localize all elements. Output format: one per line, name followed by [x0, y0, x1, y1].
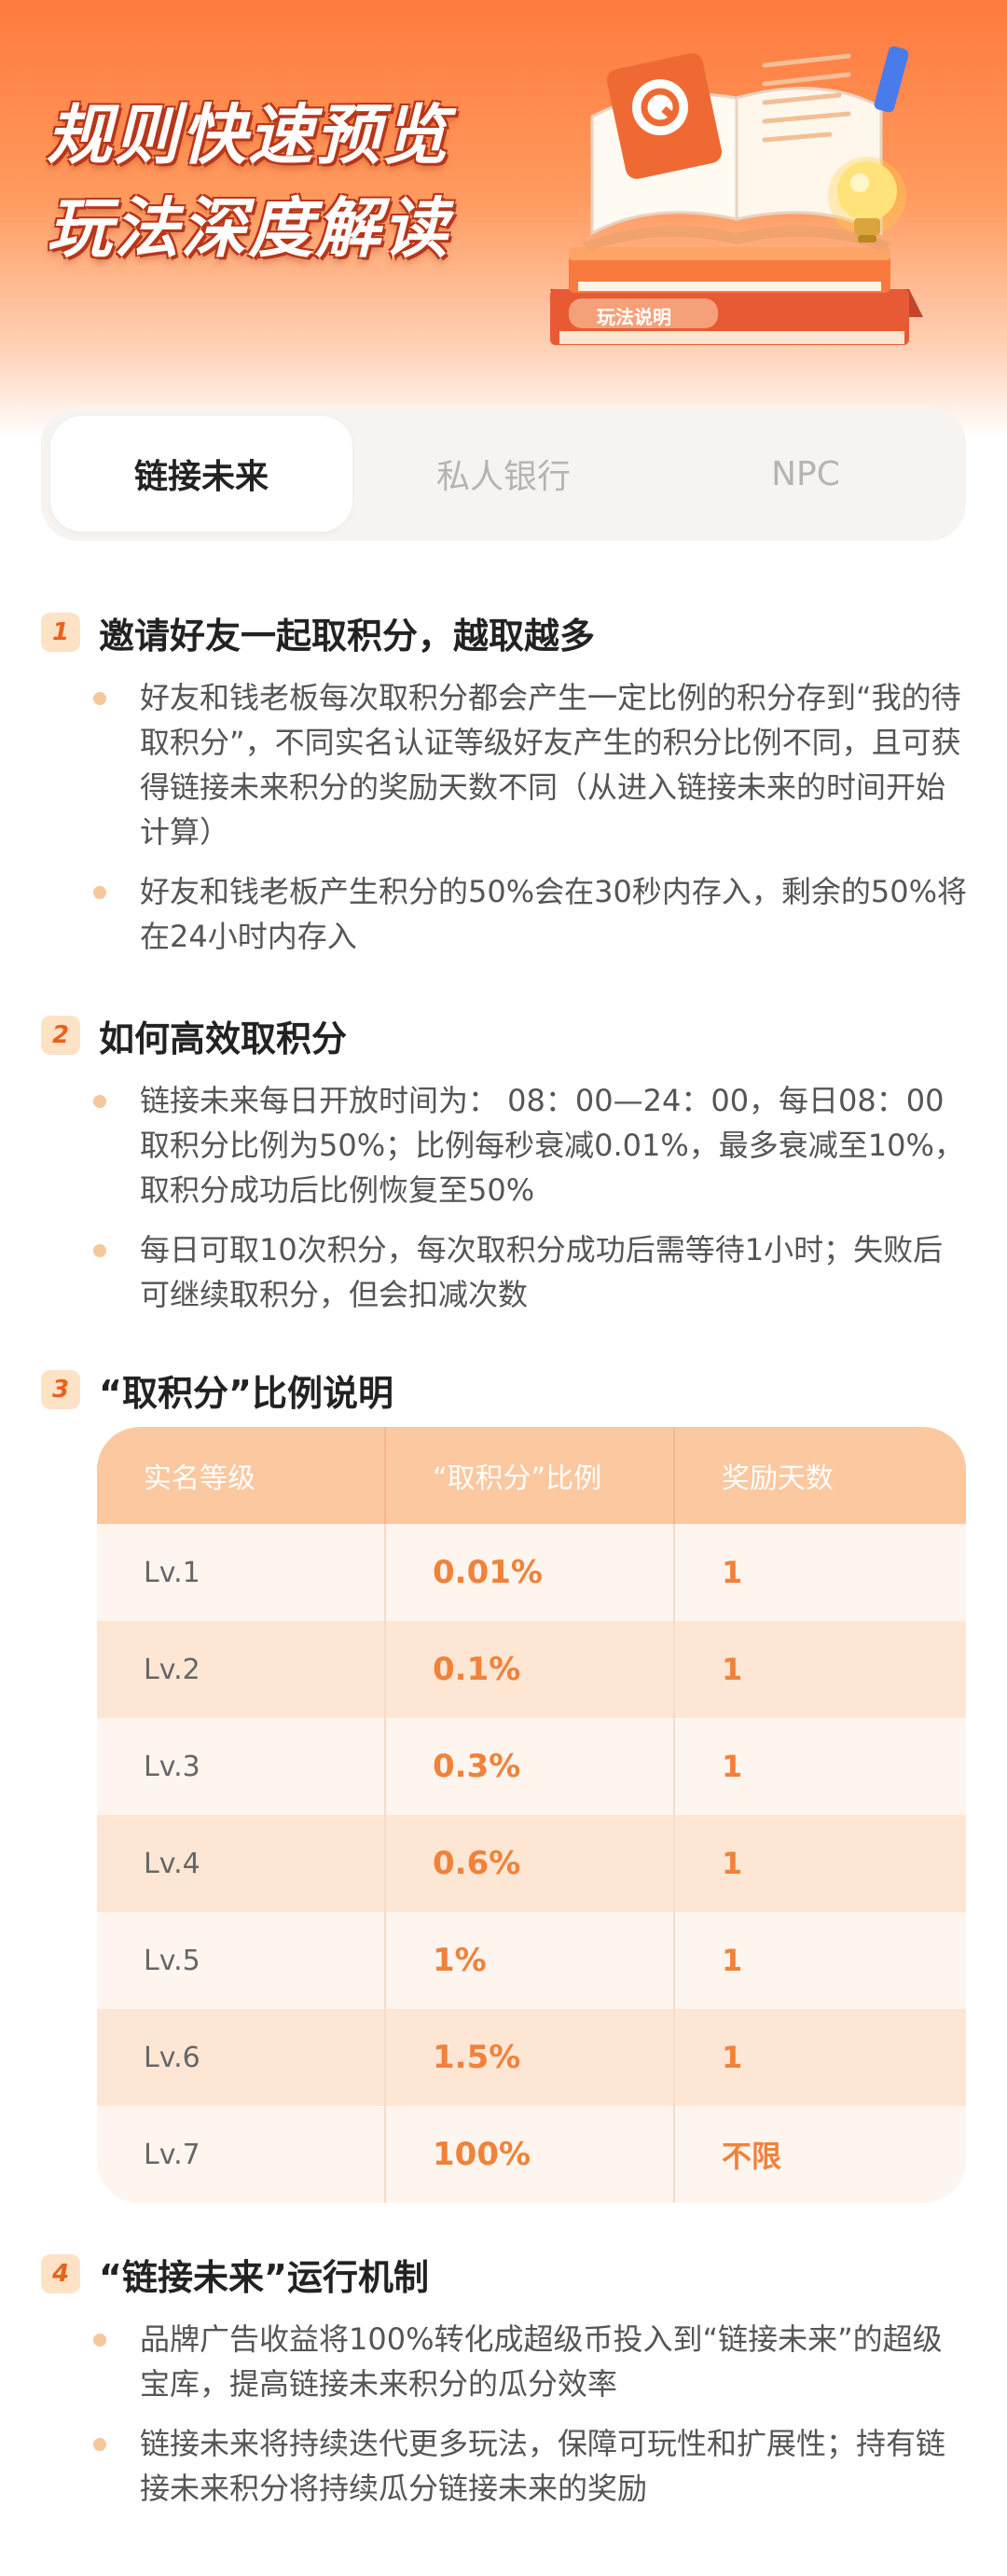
bullet-text: 品牌广告收益将100%转化成超级币投入到“链接未来”的超级宝库，提高链接未来积分…: [140, 2321, 943, 2402]
tab-private-bank[interactable]: 私人银行: [435, 458, 571, 496]
bullet-item: 链接未来每日开放时间为： 08：00—24：00，每日08：00取积分比例为50…: [93, 1078, 970, 1212]
bullet-text: 好友和钱老板每次取积分都会产生一定比例的积分存到“我的待取积分”，不同实名认证等…: [140, 680, 961, 850]
header-level: 实名等级: [97, 1427, 386, 1524]
cell-days: 不限: [722, 2139, 782, 2174]
lightbulb-icon: [828, 157, 906, 242]
cell-level: Lv.5: [97, 1912, 386, 2009]
book-illustration: 玩法说明: [550, 46, 923, 345]
cell-days: 1: [722, 1555, 743, 1590]
hero-title-line2: 玩法深度解读: [47, 190, 449, 267]
section-mechanism: 4 “链接未来”运行机制 品牌广告收益将100%转化成超级币投入到“链接未来”的…: [0, 2246, 1007, 2526]
bullet-dot-icon: [93, 692, 106, 705]
cell-days: 1: [722, 1652, 743, 1687]
table-row: Lv.1 0.01% 1: [97, 1524, 966, 1621]
ratio-table: 实名等级 “取积分”比例 奖励天数 Lv.1 0.01% 1 Lv.2 0.1%…: [97, 1427, 966, 2203]
bullet-text: 链接未来将持续迭代更多玩法，保障可玩性和扩展性；持有链接未来积分将持续瓜分链接未…: [140, 2426, 946, 2506]
cell-ratio: 0.01%: [386, 1524, 675, 1621]
cell-level: Lv.3: [97, 1718, 386, 1815]
section-number-badge: 2: [41, 1016, 80, 1055]
section-title: 如何高效取积分: [99, 1018, 348, 1059]
cell-level: Lv.6: [97, 2009, 386, 2106]
header-days: 奖励天数: [722, 1462, 834, 1495]
cell-ratio: 0.6%: [386, 1815, 675, 1912]
bullet-item: 品牌广告收益将100%转化成超级币投入到“链接未来”的超级宝库，提高链接未来积分…: [93, 2317, 970, 2406]
bullet-dot-icon: [93, 2438, 106, 2451]
cell-ratio: 1%: [386, 1912, 675, 2009]
section-number-badge: 3: [41, 1370, 80, 1409]
bullet-dot-icon: [93, 2334, 106, 2347]
cell-level: Lv.7: [97, 2106, 386, 2203]
table-header-row: 实名等级 “取积分”比例 奖励天数: [97, 1427, 966, 1524]
cell-days: 1: [722, 1749, 743, 1784]
header-ratio: “取积分”比例: [386, 1427, 675, 1524]
table-row: Lv.5 1% 1: [97, 1912, 966, 2009]
bullet-item: 每日可取10次积分，每次取积分成功后需等待1小时；失败后可继续取积分，但会扣减次…: [93, 1227, 970, 1317]
cell-level: Lv.2: [97, 1621, 386, 1718]
cell-level: Lv.4: [97, 1815, 386, 1912]
book-stack-icon: [550, 46, 923, 345]
table-row: Lv.7 100% 不限: [97, 2106, 966, 2203]
cell-days: 1: [722, 1943, 743, 1978]
table-row: Lv.2 0.1% 1: [97, 1621, 966, 1718]
bullet-text: 好友和钱老板产生积分的50%会在30秒内存入，剩余的50%将在24小时内存入: [140, 874, 967, 954]
bullet-dot-icon: [93, 886, 106, 899]
hero-banner: 规则快速预览 玩法深度解读: [0, 0, 1007, 438]
section-invite: 1 邀请好友一起取积分，越取越多 好友和钱老板每次取积分都会产生一定比例的积分存…: [0, 604, 1007, 974]
cell-ratio: 0.3%: [386, 1718, 675, 1815]
table-row: Lv.6 1.5% 1: [97, 2009, 966, 2106]
bullet-item: 好友和钱老板每次取积分都会产生一定比例的积分存到“我的待取积分”，不同实名认证等…: [93, 675, 970, 854]
section-title: “链接未来”运行机制: [99, 2256, 429, 2298]
bullet-text: 链接未来每日开放时间为： 08：00—24：00，每日08：00取积分比例为50…: [140, 1083, 964, 1208]
section-ratio: 3 “取积分”比例说明: [0, 1362, 1007, 1418]
section-number-badge: 4: [41, 2254, 80, 2293]
hero-title-line1: 规则快速预览: [47, 97, 449, 173]
table-row: Lv.4 0.6% 1: [97, 1815, 966, 1912]
book-label: 玩法说明: [597, 306, 671, 328]
bullet-dot-icon: [93, 1095, 106, 1108]
tab-link-future[interactable]: 链接未来: [50, 416, 352, 532]
section-title: “取积分”比例说明: [99, 1372, 393, 1414]
cell-ratio: 0.1%: [386, 1621, 675, 1718]
bullet-item: 链接未来将持续迭代更多玩法，保障可玩性和扩展性；持有链接未来积分将持续瓜分链接未…: [93, 2421, 970, 2511]
tab-npc[interactable]: NPC: [771, 454, 840, 493]
bullet-text: 每日可取10次积分，每次取积分成功后需等待1小时；失败后可继续取积分，但会扣减次…: [140, 1232, 944, 1312]
cell-days: 1: [722, 2040, 743, 2075]
section-title: 邀请好友一起取积分，越取越多: [99, 615, 596, 657]
cell-days: 1: [722, 1846, 743, 1881]
hero-title: 规则快速预览 玩法深度解读: [47, 89, 449, 275]
cell-ratio: 100%: [386, 2106, 675, 2203]
cell-level: Lv.1: [97, 1524, 386, 1621]
section-number-badge: 1: [41, 613, 80, 652]
cell-ratio: 1.5%: [386, 2009, 675, 2106]
tab-bar: 链接未来 私人银行 NPC: [41, 407, 966, 541]
bullet-item: 好友和钱老板产生积分的50%会在30秒内存入，剩余的50%将在24小时内存入: [93, 869, 970, 959]
table-row: Lv.3 0.3% 1: [97, 1718, 966, 1815]
bullet-dot-icon: [93, 1244, 106, 1257]
section-efficient: 2 如何高效取积分 链接未来每日开放时间为： 08：00—24：00，每日08：…: [0, 1007, 1007, 1332]
